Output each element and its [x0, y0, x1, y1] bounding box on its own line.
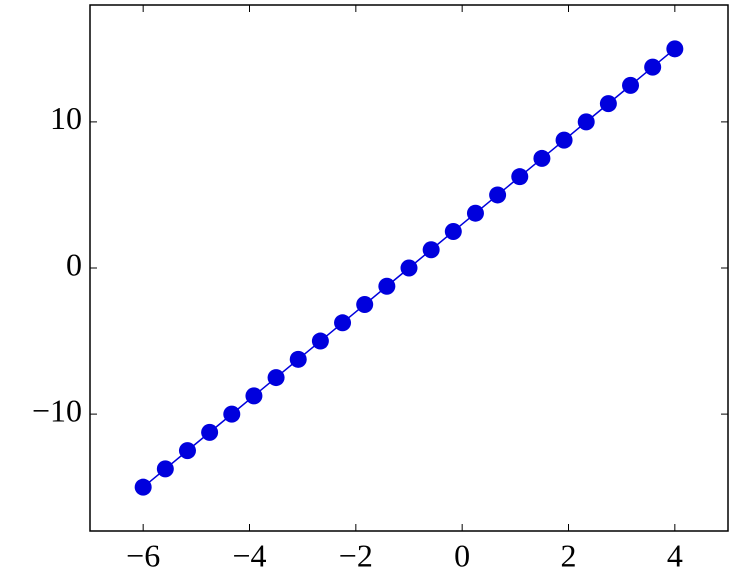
- data-point: [599, 95, 617, 113]
- data-point: [644, 58, 662, 76]
- x-tick-label: 0: [454, 537, 470, 573]
- data-point: [245, 387, 263, 405]
- x-tick-label: 2: [561, 537, 577, 573]
- data-point: [577, 113, 595, 131]
- data-point: [444, 222, 462, 240]
- data-point: [134, 478, 152, 496]
- data-point: [178, 442, 196, 460]
- data-point: [400, 259, 418, 277]
- data-point: [267, 369, 285, 387]
- x-tick-label: −6: [126, 537, 160, 573]
- data-point: [311, 332, 329, 350]
- data-point: [466, 204, 484, 222]
- y-tick-label: 0: [66, 246, 82, 282]
- x-tick-label: 4: [667, 537, 683, 573]
- data-point: [356, 296, 374, 314]
- data-point: [334, 314, 352, 332]
- data-point: [156, 460, 174, 478]
- data-point: [533, 149, 551, 167]
- x-tick-label: −4: [232, 537, 266, 573]
- data-point: [555, 131, 573, 149]
- y-tick-label: 10: [50, 100, 82, 136]
- y-tick-label: −10: [32, 392, 82, 428]
- data-point: [201, 423, 219, 441]
- data-point: [489, 186, 507, 204]
- x-tick-label: −2: [339, 537, 373, 573]
- data-point: [666, 40, 684, 58]
- data-point: [223, 405, 241, 423]
- data-point: [289, 350, 307, 368]
- data-point: [511, 168, 529, 186]
- data-point: [378, 277, 396, 295]
- data-point: [422, 241, 440, 259]
- data-point: [622, 76, 640, 94]
